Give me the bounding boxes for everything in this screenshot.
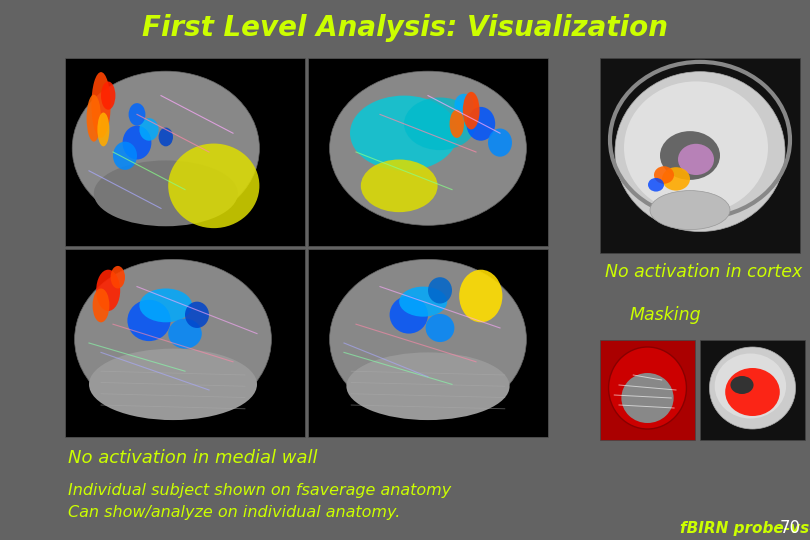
Ellipse shape bbox=[92, 288, 109, 322]
Ellipse shape bbox=[678, 144, 714, 175]
Text: Individual subject shown on fsaverage anatomy: Individual subject shown on fsaverage an… bbox=[68, 483, 451, 497]
Ellipse shape bbox=[450, 110, 464, 138]
Text: Masking: Masking bbox=[630, 306, 701, 324]
Ellipse shape bbox=[139, 288, 192, 322]
Ellipse shape bbox=[89, 349, 257, 420]
Ellipse shape bbox=[488, 129, 512, 157]
Ellipse shape bbox=[159, 127, 173, 146]
Text: No activation in medial wall: No activation in medial wall bbox=[68, 449, 318, 467]
Ellipse shape bbox=[97, 112, 109, 146]
Bar bbox=[700, 340, 805, 440]
Ellipse shape bbox=[454, 94, 474, 116]
Ellipse shape bbox=[463, 92, 480, 130]
Ellipse shape bbox=[330, 259, 526, 419]
Ellipse shape bbox=[390, 296, 428, 334]
Ellipse shape bbox=[96, 269, 120, 311]
Text: 70: 70 bbox=[779, 519, 800, 537]
Bar bbox=[65, 249, 305, 437]
Ellipse shape bbox=[621, 373, 674, 423]
Ellipse shape bbox=[72, 71, 259, 225]
Ellipse shape bbox=[459, 269, 502, 322]
Ellipse shape bbox=[425, 314, 454, 342]
Ellipse shape bbox=[127, 300, 171, 341]
Ellipse shape bbox=[650, 191, 730, 229]
Ellipse shape bbox=[399, 287, 447, 316]
Ellipse shape bbox=[330, 71, 526, 225]
Text: fBIRN probe-vs-fix: fBIRN probe-vs-fix bbox=[680, 521, 810, 536]
Bar bbox=[308, 58, 548, 246]
Ellipse shape bbox=[168, 144, 259, 228]
Ellipse shape bbox=[75, 259, 271, 419]
Ellipse shape bbox=[467, 107, 495, 141]
Ellipse shape bbox=[111, 266, 125, 288]
Ellipse shape bbox=[404, 98, 476, 150]
Ellipse shape bbox=[94, 160, 238, 226]
Ellipse shape bbox=[660, 131, 720, 180]
Ellipse shape bbox=[714, 354, 786, 418]
Ellipse shape bbox=[101, 82, 115, 110]
Bar bbox=[600, 340, 695, 440]
Ellipse shape bbox=[725, 368, 780, 416]
Text: Can show/analyze on individual anatomy.: Can show/analyze on individual anatomy. bbox=[68, 505, 400, 521]
Ellipse shape bbox=[648, 178, 664, 192]
Ellipse shape bbox=[129, 103, 146, 126]
Bar bbox=[65, 58, 305, 246]
Ellipse shape bbox=[360, 159, 437, 212]
Ellipse shape bbox=[710, 347, 795, 429]
Text: No activation in cortex: No activation in cortex bbox=[605, 263, 802, 281]
Ellipse shape bbox=[615, 72, 785, 232]
Ellipse shape bbox=[654, 166, 674, 184]
Ellipse shape bbox=[185, 302, 209, 328]
Bar bbox=[600, 58, 800, 253]
Ellipse shape bbox=[662, 167, 690, 191]
Ellipse shape bbox=[139, 118, 159, 141]
Ellipse shape bbox=[92, 72, 111, 138]
Ellipse shape bbox=[347, 353, 509, 420]
Ellipse shape bbox=[624, 82, 768, 214]
Ellipse shape bbox=[428, 277, 452, 303]
Ellipse shape bbox=[608, 347, 686, 429]
Ellipse shape bbox=[87, 94, 101, 141]
Ellipse shape bbox=[350, 96, 458, 171]
Bar bbox=[308, 249, 548, 437]
Text: First Level Analysis: Visualization: First Level Analysis: Visualization bbox=[142, 14, 668, 42]
Ellipse shape bbox=[168, 319, 202, 349]
Ellipse shape bbox=[731, 376, 753, 394]
Ellipse shape bbox=[122, 126, 151, 159]
Ellipse shape bbox=[113, 141, 137, 170]
